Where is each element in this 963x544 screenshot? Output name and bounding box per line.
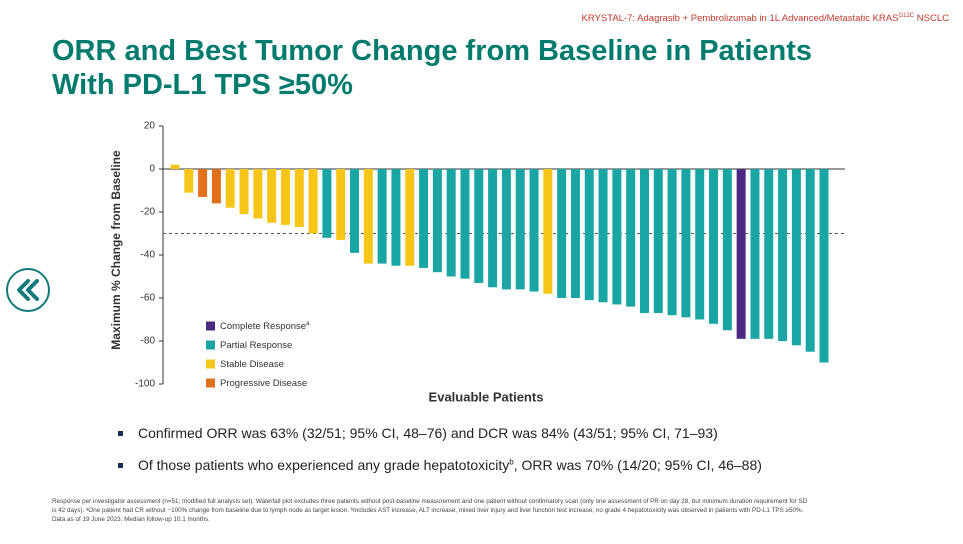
- bar: [501, 169, 511, 290]
- bar: [653, 169, 663, 314]
- bar: [225, 169, 235, 208]
- bar: [695, 169, 705, 320]
- bar: [336, 169, 346, 240]
- bar: [819, 169, 829, 363]
- study-text: KRYSTAL-7: Adagrasib + Pembrolizumab in …: [581, 13, 899, 25]
- bar: [791, 169, 801, 346]
- slide-title: ORR and Best Tumor Change from Baseline …: [52, 34, 812, 102]
- bar: [363, 169, 373, 264]
- bullet-sup: b: [509, 457, 514, 467]
- bar: [764, 169, 774, 339]
- bar: [778, 169, 788, 341]
- bar: [460, 169, 470, 279]
- legend-label: Stable Disease: [220, 359, 284, 370]
- bullets: Confirmed ORR was 63% (32/51; 95% CI, 48…: [118, 425, 762, 489]
- bar: [681, 169, 691, 318]
- y-tick-label: -60: [141, 293, 156, 304]
- y-axis-label: Maximum % Change from Baseline: [109, 150, 123, 350]
- legend-label: Partial Response: [220, 340, 292, 351]
- chart: 20 0 -20 -40 -60 -80 -100 Maximum % Change from…: [109, 121, 845, 404]
- y-tick-label: -100: [135, 379, 155, 390]
- y-tick-label: -80: [141, 336, 156, 347]
- bar: [308, 169, 318, 234]
- legend-text: Partial Response: [220, 340, 292, 351]
- legend-text: Progressive Disease: [220, 378, 307, 389]
- footnote: is 42 days). ᵃOne patient had CR without…: [52, 507, 804, 514]
- bar: [267, 169, 277, 223]
- study-header: KRYSTAL-7: Adagrasib + Pembrolizumab in …: [582, 13, 949, 24]
- x-axis-label: Evaluable Patients: [429, 389, 544, 404]
- legend-text: Stable Disease: [220, 359, 284, 370]
- bar: [736, 169, 746, 339]
- bar: [419, 169, 429, 268]
- bar: [543, 169, 553, 294]
- bar: [211, 169, 221, 204]
- y-tick-label: -20: [141, 207, 156, 218]
- bar: [239, 169, 249, 215]
- bullet-text: Of those patients who experienced any gr…: [138, 457, 510, 473]
- bar: [709, 169, 719, 324]
- bar: [432, 169, 442, 273]
- bar: [639, 169, 649, 314]
- bar: [294, 169, 304, 228]
- footnotes: Response per investigator assessment (n=…: [52, 497, 952, 524]
- bar: [405, 169, 415, 266]
- legend-label: Complete Responsea: [220, 321, 310, 332]
- bullet-text: , ORR was 70% (14/20; 95% CI, 46–88): [513, 457, 762, 473]
- bar: [598, 169, 608, 303]
- back-icon: [17, 279, 39, 301]
- legend-swatch: [206, 340, 215, 350]
- bar: [198, 169, 208, 197]
- bar: [750, 169, 760, 339]
- study-sup: G12C: [898, 13, 915, 19]
- bullet-text: Confirmed ORR was 63% (32/51; 95% CI, 48…: [138, 425, 718, 441]
- study-text: NSCLC: [914, 13, 949, 25]
- legend-swatch: [206, 359, 215, 369]
- bar: [350, 169, 360, 253]
- footnote: Response per investigator assessment (n=…: [52, 498, 808, 505]
- title-line: ORR and Best Tumor Change from Baseline …: [52, 35, 813, 67]
- bar: [253, 169, 263, 219]
- legend-sup: a: [306, 321, 310, 327]
- bar: [488, 169, 498, 288]
- bar: [280, 169, 290, 225]
- footnote: Data as of 19 June 2023. Median follow-u…: [52, 516, 210, 523]
- legend-swatch: [206, 321, 215, 331]
- y-tick-label: 0: [149, 164, 155, 175]
- bar: [322, 169, 332, 238]
- legend-swatch: [206, 378, 215, 388]
- y-tick-label: 20: [144, 121, 156, 132]
- bar: [515, 169, 525, 290]
- legend-text: Complete Response: [220, 321, 306, 332]
- bullet: Of those patients who experienced any gr…: [118, 457, 762, 489]
- bar: [557, 169, 567, 298]
- bar: [626, 169, 636, 307]
- bar: [184, 169, 194, 193]
- bar: [377, 169, 387, 264]
- bar: [667, 169, 677, 316]
- title-line: With PD-L1 TPS ≥50%: [52, 69, 353, 101]
- bar: [805, 169, 815, 352]
- bar: [570, 169, 580, 298]
- bar: [474, 169, 484, 283]
- bar: [612, 169, 622, 305]
- bar: [446, 169, 456, 277]
- bar: [391, 169, 401, 266]
- bar: [529, 169, 539, 292]
- bullet: Confirmed ORR was 63% (32/51; 95% CI, 48…: [118, 425, 762, 457]
- back-button[interactable]: [6, 268, 50, 312]
- y-tick-label: -40: [141, 250, 156, 261]
- legend-label: Progressive Disease: [220, 378, 307, 389]
- bar: [584, 169, 594, 301]
- bar: [722, 169, 732, 331]
- bar: [170, 164, 180, 169]
